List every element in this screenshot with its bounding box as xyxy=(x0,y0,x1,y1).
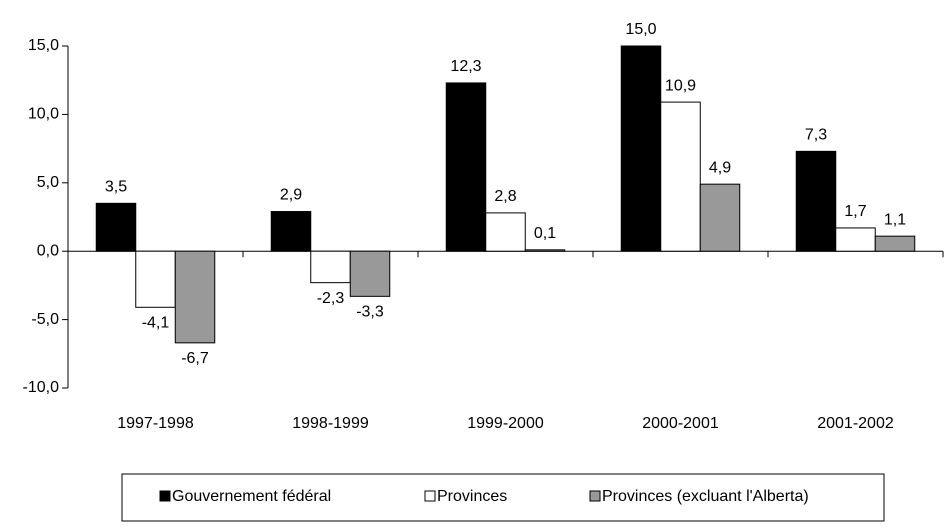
value-label: 2,8 xyxy=(494,188,516,205)
value-label: -2,3 xyxy=(317,290,345,307)
x-tick-label: 1999-2000 xyxy=(467,415,544,432)
value-label: 3,5 xyxy=(105,179,127,196)
bar xyxy=(660,101,701,252)
x-tick-label: 1998-1999 xyxy=(292,415,369,432)
bar xyxy=(795,150,837,252)
bar xyxy=(95,202,137,252)
y-tick-label: 5,0 xyxy=(37,174,59,191)
value-label: -3,3 xyxy=(356,304,384,321)
bar xyxy=(174,250,216,344)
bar xyxy=(524,249,566,252)
legend-swatch xyxy=(424,490,436,502)
legend-label: Provinces xyxy=(437,488,507,505)
bar xyxy=(699,183,741,252)
value-label: 12,3 xyxy=(450,58,481,75)
legend-box xyxy=(121,473,885,522)
y-tick-label: 10,0 xyxy=(28,106,59,123)
value-label: 1,7 xyxy=(844,203,866,220)
legend-swatch xyxy=(159,490,171,502)
value-label: 4,9 xyxy=(709,159,731,176)
value-label: -4,1 xyxy=(142,315,170,332)
bar xyxy=(445,82,487,252)
value-label: -6,7 xyxy=(181,350,209,367)
x-tick-label: 2000-2001 xyxy=(642,415,719,432)
x-tick-label: 2001-2002 xyxy=(817,415,894,432)
legend-label: Provinces (excluant l'Alberta) xyxy=(602,488,809,505)
bar xyxy=(874,235,916,252)
value-label: 1,1 xyxy=(884,211,906,228)
value-label: 7,3 xyxy=(805,127,827,144)
bar xyxy=(485,212,526,252)
bar xyxy=(270,211,312,252)
legend-swatch xyxy=(589,490,601,502)
bar xyxy=(310,250,351,284)
value-label: 0,1 xyxy=(534,225,556,242)
bar xyxy=(620,45,662,252)
bar xyxy=(135,250,176,308)
bar xyxy=(349,250,391,297)
x-tick-label: 1997-1998 xyxy=(117,415,194,432)
y-tick-label: 15,0 xyxy=(28,37,59,54)
value-label: 10,9 xyxy=(665,77,696,94)
bar xyxy=(835,227,876,252)
legend-label: Gouvernement fédéral xyxy=(172,488,331,505)
y-tick-label: 0,0 xyxy=(37,242,59,259)
value-label: 2,9 xyxy=(280,187,302,204)
value-label: 15,0 xyxy=(625,21,656,38)
y-tick-label: -10,0 xyxy=(23,379,60,396)
y-tick-label: -5,0 xyxy=(31,311,59,328)
